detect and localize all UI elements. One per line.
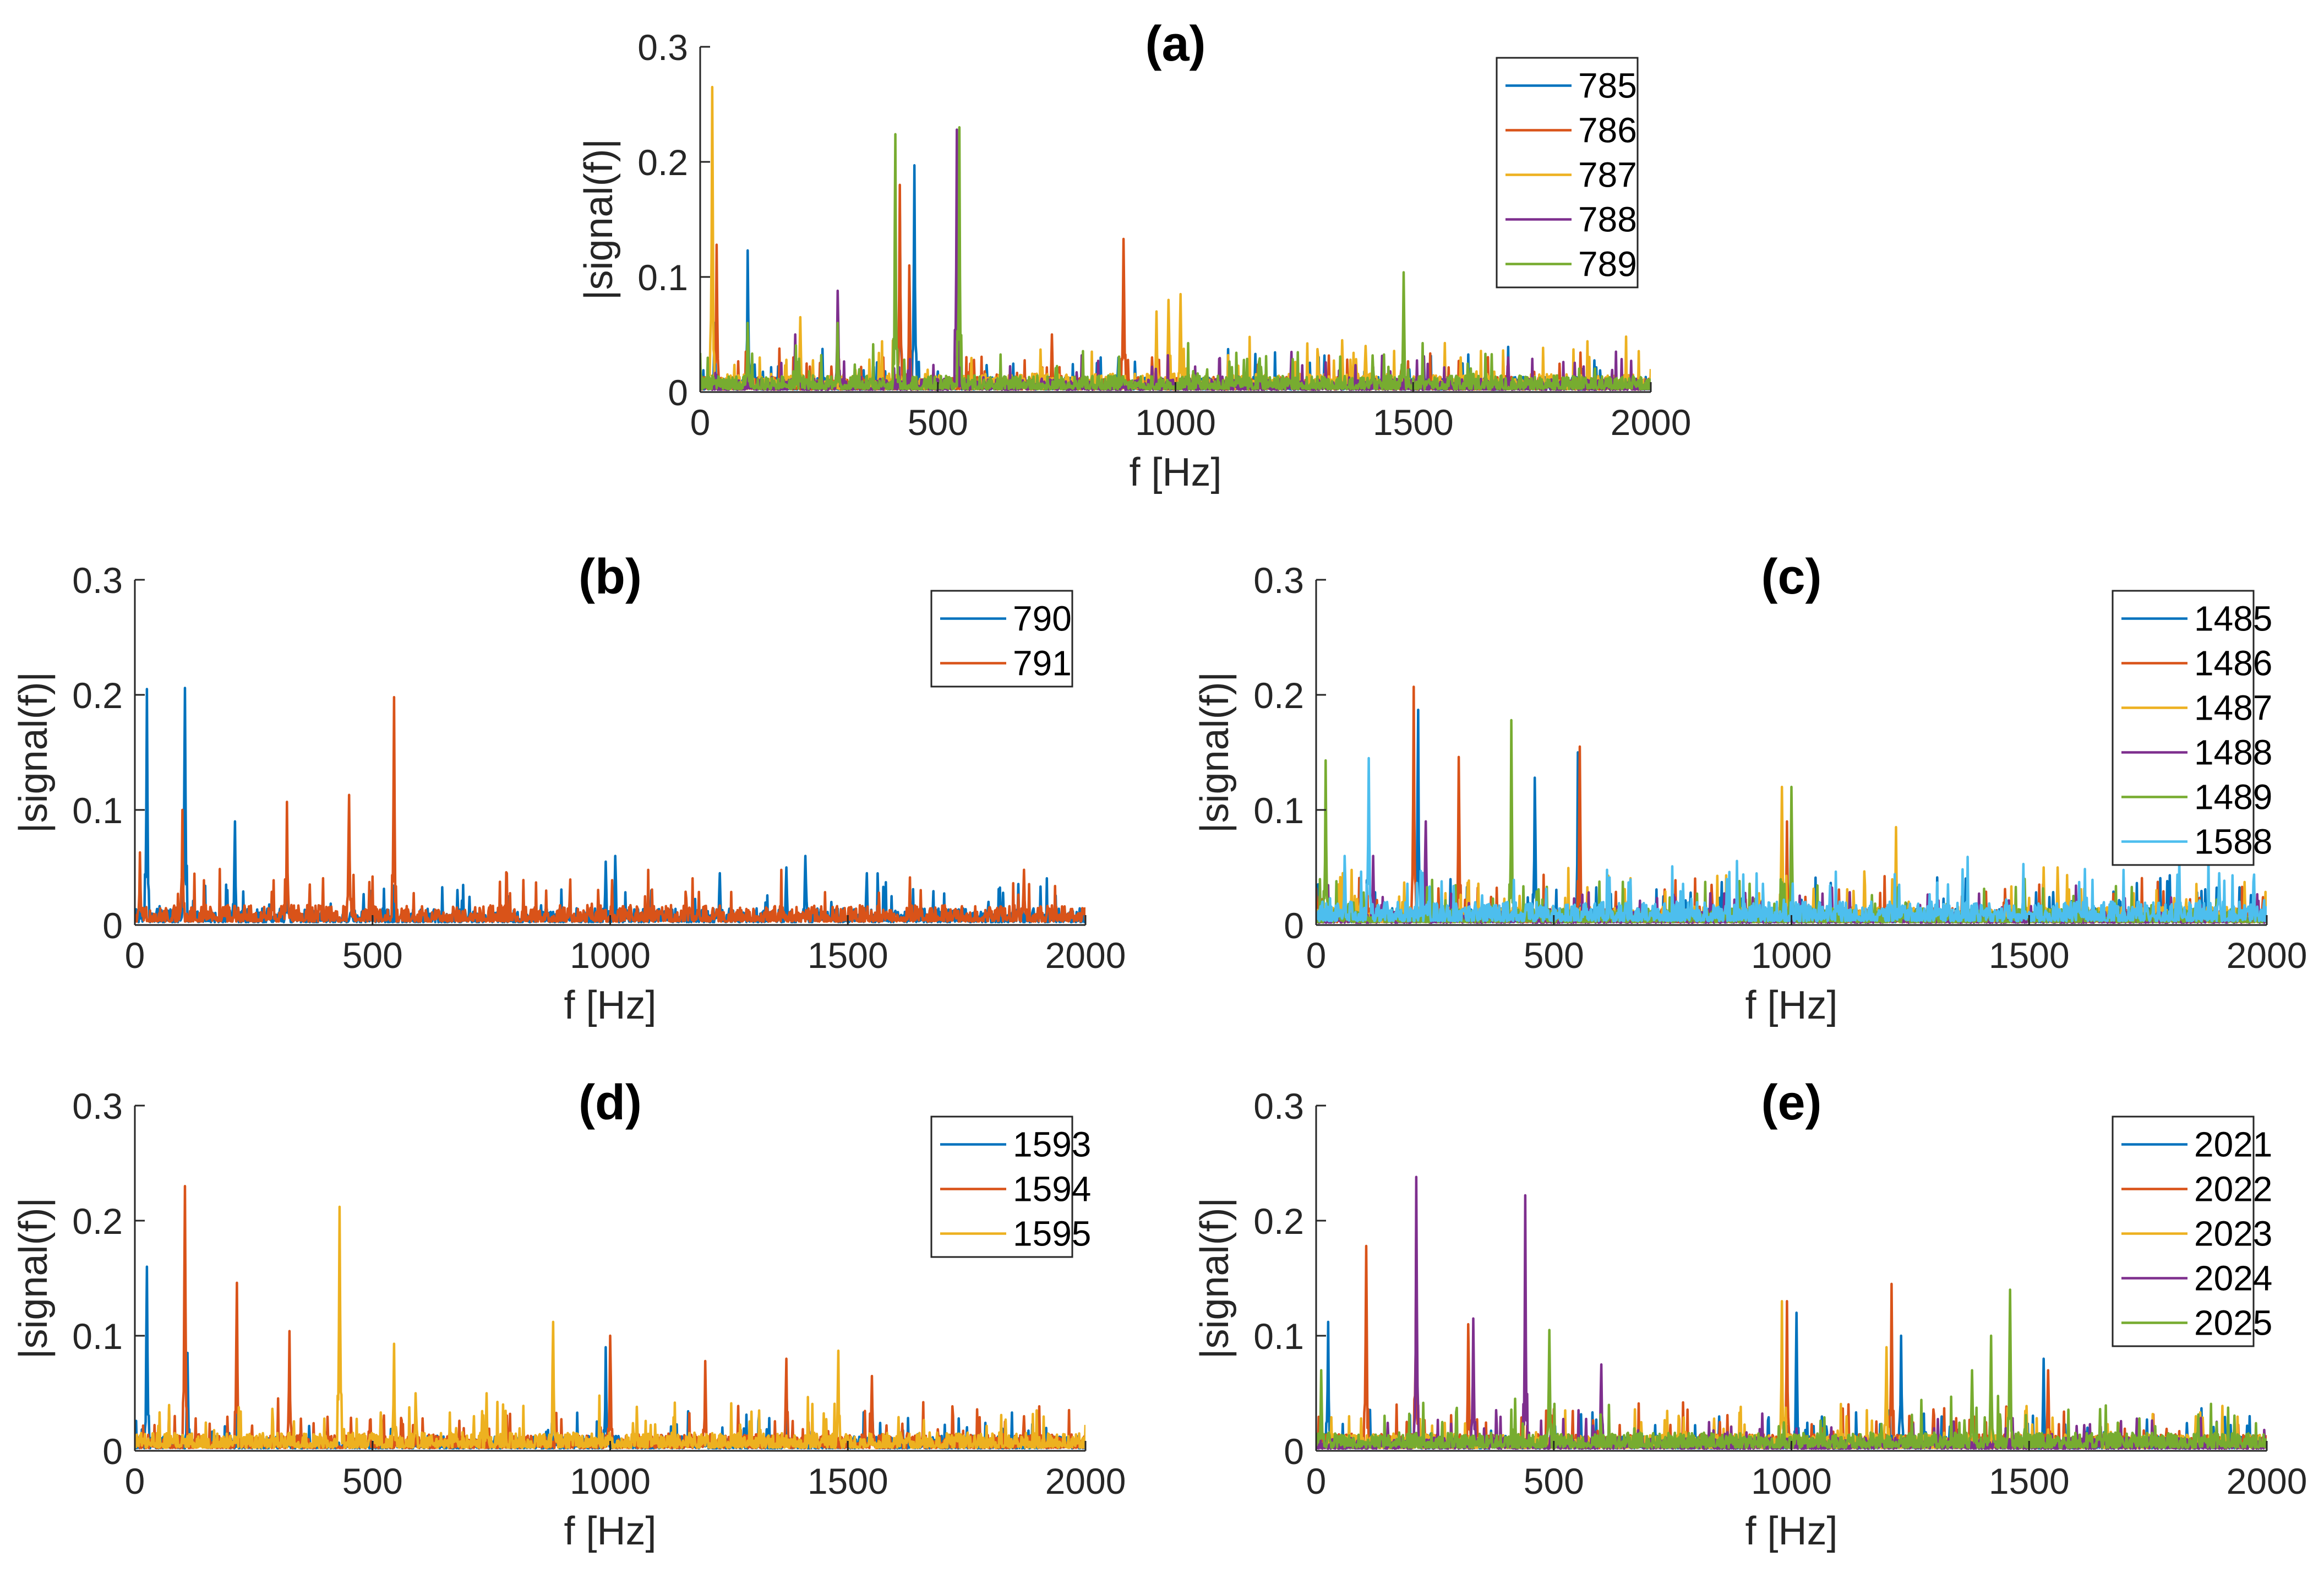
series-b-791 bbox=[135, 695, 1085, 923]
y-tick-label: 0 bbox=[102, 1431, 123, 1472]
x-tick-label: 500 bbox=[342, 1461, 403, 1501]
legend-label: 790 bbox=[1013, 599, 1072, 639]
y-tick-label: 0 bbox=[668, 372, 688, 413]
x-tick-label: 500 bbox=[908, 402, 968, 443]
y-tick-label: 0.1 bbox=[637, 257, 688, 298]
x-tick-label: 500 bbox=[1524, 1461, 1584, 1501]
legend-label: 1486 bbox=[2194, 644, 2272, 683]
subplot-b: 0 500 1000 1500 2000 0 0.1 0.2 0.3 f [Hz] |signal(… bbox=[12, 549, 1126, 1027]
chart-title: (c) bbox=[1761, 549, 1822, 605]
x-tick-label: 1500 bbox=[1989, 1461, 2070, 1501]
legend-label: 1489 bbox=[2194, 777, 2272, 817]
legend-label: 1485 bbox=[2194, 599, 2272, 639]
x-axis-label: f [Hz] bbox=[1129, 450, 1221, 494]
x-tick-label: 500 bbox=[1524, 935, 1584, 976]
legend-label: 2025 bbox=[2194, 1303, 2272, 1343]
legend-label: 788 bbox=[1578, 200, 1637, 240]
legend-box bbox=[2112, 1116, 2255, 1347]
x-axis-label: f [Hz] bbox=[1745, 1509, 1837, 1553]
series-b-790 bbox=[135, 687, 1085, 924]
x-tick-label: 1500 bbox=[1373, 402, 1454, 443]
x-tick-label: 1000 bbox=[570, 1461, 651, 1501]
x-tick-label: 0 bbox=[125, 935, 145, 976]
y-tick-label: 0.2 bbox=[1253, 675, 1304, 716]
y-tick-label: 0.3 bbox=[1253, 1086, 1304, 1127]
y-tick-label: 0.3 bbox=[1253, 560, 1304, 601]
x-tick-label: 1000 bbox=[570, 935, 651, 976]
subplot-c: 0 500 1000 1500 2000 0 0.1 0.2 0.3 f [Hz] |signal(… bbox=[1193, 549, 2307, 1027]
y-axis-label: |signal(f)| bbox=[1193, 672, 1237, 833]
y-tick-label: 0 bbox=[102, 905, 123, 946]
chart-title: (b) bbox=[579, 549, 642, 605]
legend-label: 1593 bbox=[1013, 1125, 1091, 1165]
subplot-d: 0 500 1000 1500 2000 0 0.1 0.2 0.3 f [Hz] |signal(… bbox=[12, 1075, 1126, 1553]
subplot-e: 0 500 1000 1500 2000 0 0.1 0.2 0.3 f [Hz] |signal(… bbox=[1193, 1075, 2307, 1553]
y-tick-label: 0.2 bbox=[72, 1201, 123, 1242]
legend-label: 785 bbox=[1578, 66, 1637, 106]
legend-label: 1487 bbox=[2194, 688, 2272, 728]
subplot-a: 0 500 1000 1500 2000 0 0.1 0.2 0.3 f [Hz] |signal(… bbox=[577, 17, 1691, 494]
plot-area-b bbox=[135, 687, 1085, 924]
x-tick-label: 1500 bbox=[1989, 935, 2070, 976]
legend-label: 1488 bbox=[2194, 733, 2272, 772]
x-tick-label: 2000 bbox=[1045, 935, 1126, 976]
y-axis-label: |signal(f)| bbox=[577, 139, 621, 300]
y-tick-label: 0.2 bbox=[1253, 1201, 1304, 1242]
x-tick-label: 0 bbox=[1306, 935, 1327, 976]
x-tick-label: 2000 bbox=[1611, 402, 1692, 443]
y-tick-label: 0.3 bbox=[72, 1086, 123, 1127]
legend-box bbox=[1496, 57, 1639, 289]
legend-label: 2023 bbox=[2194, 1214, 2272, 1254]
y-tick-label: 0.1 bbox=[1253, 790, 1304, 831]
x-axis-label: f [Hz] bbox=[564, 1509, 656, 1553]
legend-label: 786 bbox=[1578, 111, 1637, 150]
legend-c: 1485 1486 1487 1488 1489 1588 bbox=[2112, 590, 2272, 866]
x-tick-label: 2000 bbox=[1045, 1461, 1126, 1501]
x-tick-label: 1500 bbox=[808, 935, 888, 976]
x-tick-label: 1000 bbox=[1751, 1461, 1832, 1501]
y-axis-label: |signal(f)| bbox=[12, 672, 56, 833]
legend-label: 1588 bbox=[2194, 822, 2272, 862]
x-tick-label: 500 bbox=[342, 935, 403, 976]
chart-title: (a) bbox=[1145, 17, 1206, 72]
x-tick-label: 0 bbox=[1306, 1461, 1327, 1501]
legend-label: 1594 bbox=[1013, 1169, 1091, 1209]
x-tick-label: 1000 bbox=[1751, 935, 1832, 976]
x-tick-label: 0 bbox=[690, 402, 711, 443]
x-tick-label: 1500 bbox=[808, 1461, 888, 1501]
y-tick-label: 0.1 bbox=[1253, 1316, 1304, 1357]
y-tick-label: 0.2 bbox=[72, 675, 123, 716]
x-tick-label: 1000 bbox=[1135, 402, 1216, 443]
y-tick-label: 0.1 bbox=[72, 1316, 123, 1357]
x-axis-label: f [Hz] bbox=[1745, 983, 1837, 1027]
y-tick-label: 0.3 bbox=[637, 27, 688, 68]
chart-title: (e) bbox=[1761, 1075, 1822, 1130]
legend-label: 1595 bbox=[1013, 1214, 1091, 1254]
legend-label: 789 bbox=[1578, 244, 1637, 284]
x-axis-label: f [Hz] bbox=[564, 983, 656, 1027]
x-tick-label: 0 bbox=[125, 1461, 145, 1501]
chart-title: (d) bbox=[579, 1075, 642, 1130]
legend-label: 2024 bbox=[2194, 1259, 2272, 1298]
legend-label: 2021 bbox=[2194, 1125, 2272, 1165]
y-tick-label: 0.1 bbox=[72, 790, 123, 831]
y-axis-label: |signal(f)| bbox=[1193, 1198, 1237, 1359]
y-axis-label: |signal(f)| bbox=[12, 1198, 56, 1359]
legend-label: 2022 bbox=[2194, 1169, 2272, 1209]
legend-label: 787 bbox=[1578, 155, 1637, 195]
legend-label: 791 bbox=[1013, 644, 1072, 683]
legend-box bbox=[930, 590, 1073, 688]
y-tick-label: 0 bbox=[1284, 905, 1304, 946]
x-tick-label: 2000 bbox=[2227, 935, 2307, 976]
x-tick-label: 2000 bbox=[2227, 1461, 2307, 1501]
y-tick-label: 0.3 bbox=[72, 560, 123, 601]
y-tick-label: 0.2 bbox=[637, 142, 688, 183]
y-tick-label: 0 bbox=[1284, 1431, 1304, 1472]
legend-box bbox=[2112, 590, 2255, 866]
